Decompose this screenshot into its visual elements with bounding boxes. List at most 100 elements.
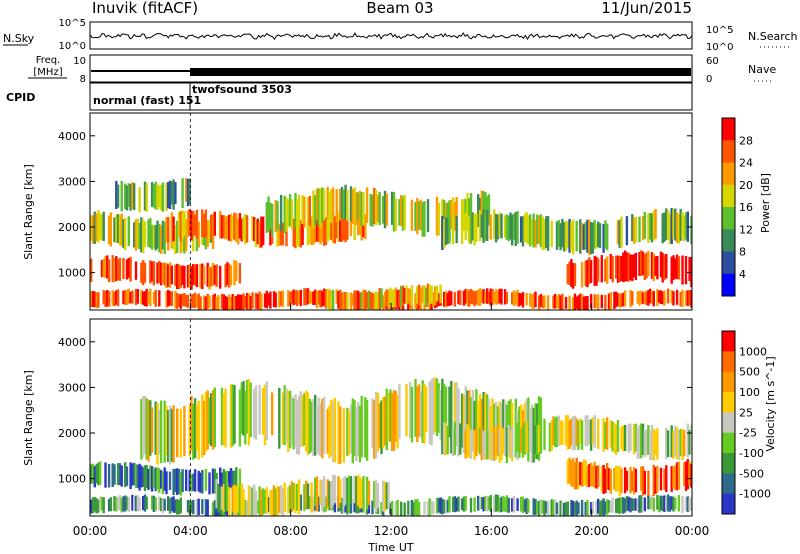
echo-cell xyxy=(211,214,215,249)
echo-cell xyxy=(632,423,636,455)
echo-cell xyxy=(346,477,349,505)
echo-cell xyxy=(568,420,571,449)
echo-cell xyxy=(149,288,152,307)
echo-cell xyxy=(353,499,356,513)
echo-cell xyxy=(149,260,152,284)
echo-cell xyxy=(136,495,139,512)
echo-cell xyxy=(444,217,448,246)
echo-cell xyxy=(446,499,449,513)
echo-cell xyxy=(575,500,578,516)
echo-cell xyxy=(403,194,406,230)
echo-cell xyxy=(122,290,125,305)
echo-cell xyxy=(107,215,111,245)
echo-cell xyxy=(190,266,193,290)
echo-cell xyxy=(607,293,611,310)
echo-cell xyxy=(254,219,258,248)
echo-cell xyxy=(197,498,200,515)
echo-cell xyxy=(656,288,659,306)
echo-cell xyxy=(588,219,591,255)
echo-cell xyxy=(573,263,577,286)
echo-cell xyxy=(251,292,254,309)
echo-cell xyxy=(466,289,469,307)
echo-cell xyxy=(536,214,539,245)
echo-cell xyxy=(677,429,681,460)
echo-cell xyxy=(299,391,302,447)
echo-cell xyxy=(294,290,297,305)
echo-cell xyxy=(285,388,288,443)
echo-cell xyxy=(305,390,308,452)
echo-cell xyxy=(271,203,274,237)
echo-cell xyxy=(238,213,242,239)
echo-cell xyxy=(595,256,598,286)
echo-cell xyxy=(570,418,573,446)
echo-cell xyxy=(464,288,467,304)
echo-cell xyxy=(339,217,342,242)
echo-cell xyxy=(340,186,344,219)
echo-cell xyxy=(421,380,424,443)
echo-cell xyxy=(165,263,168,288)
echo-cell xyxy=(374,392,378,459)
echo-cell xyxy=(306,483,310,508)
echo-cell xyxy=(487,398,491,460)
echo-cell xyxy=(326,186,329,219)
echo-cell xyxy=(181,178,184,208)
echo-cell xyxy=(460,393,464,448)
echo-cell xyxy=(111,255,114,282)
echo-cell xyxy=(496,290,500,305)
echo-cell xyxy=(321,398,324,459)
echo-cell xyxy=(116,496,120,511)
echo-cell xyxy=(158,468,161,493)
echo-cell xyxy=(451,218,455,245)
echo-cell xyxy=(156,467,159,490)
echo-cell xyxy=(127,497,130,512)
echo-cell xyxy=(163,498,166,511)
echo-cell xyxy=(339,406,342,464)
echo-cell xyxy=(401,285,405,307)
echo-cell xyxy=(432,292,435,307)
echo-cell xyxy=(297,290,301,304)
echo-cell xyxy=(613,468,616,490)
echo-cell xyxy=(154,467,157,492)
ytick-label: 2000 xyxy=(58,427,86,440)
echo-cell xyxy=(681,496,684,513)
echo-cell xyxy=(229,384,233,448)
echo-cell xyxy=(593,255,596,286)
echo-cell xyxy=(93,211,96,244)
echo-cell xyxy=(518,406,521,458)
echo-cell xyxy=(661,291,664,305)
echo-cell xyxy=(342,292,345,310)
echo-cell xyxy=(360,191,363,226)
echo-cell xyxy=(423,285,426,306)
echo-cell xyxy=(290,291,294,304)
echo-cell xyxy=(127,258,130,279)
echo-cell xyxy=(294,394,297,448)
echo-cell xyxy=(663,290,666,306)
echo-cell xyxy=(656,256,659,280)
echo-cell xyxy=(274,292,277,308)
echo-cell xyxy=(632,466,636,495)
echo-cell xyxy=(451,197,455,233)
echo-cell xyxy=(563,502,566,516)
echo-cell xyxy=(525,212,528,243)
echo-cell xyxy=(394,390,397,442)
echo-cell xyxy=(400,195,403,227)
echo-cell xyxy=(314,220,317,243)
echo-cell xyxy=(636,427,639,459)
echo-cell xyxy=(407,500,410,515)
echo-cell xyxy=(645,429,648,456)
echo-cell xyxy=(163,221,166,254)
echo-cell xyxy=(460,498,464,511)
echo-cell xyxy=(532,293,535,309)
echo-cell xyxy=(373,187,376,225)
echo-cell xyxy=(512,290,516,306)
echo-cell xyxy=(219,486,222,513)
echo-cell xyxy=(292,398,295,450)
echo-cell xyxy=(245,215,249,243)
echo-cell xyxy=(561,218,564,248)
ytick-label: 3000 xyxy=(58,381,86,394)
echo-cell xyxy=(595,223,598,249)
echo-cell xyxy=(480,214,483,238)
echo-cell xyxy=(202,400,206,456)
echo-cell xyxy=(606,463,609,490)
echo-cell xyxy=(174,225,177,255)
